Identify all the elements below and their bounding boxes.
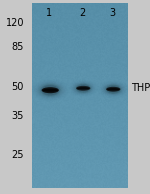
Ellipse shape [42, 87, 59, 93]
Ellipse shape [106, 85, 120, 93]
Ellipse shape [76, 84, 90, 92]
Ellipse shape [105, 85, 121, 94]
Text: 1: 1 [46, 8, 52, 18]
Ellipse shape [40, 84, 61, 96]
Ellipse shape [77, 87, 90, 89]
Ellipse shape [41, 85, 60, 96]
Ellipse shape [42, 89, 58, 92]
Text: 3: 3 [110, 8, 116, 18]
Ellipse shape [76, 86, 90, 91]
Ellipse shape [42, 85, 59, 95]
Text: THPO: THPO [131, 83, 150, 93]
Text: 50: 50 [12, 82, 24, 92]
Ellipse shape [75, 84, 91, 93]
Ellipse shape [107, 88, 120, 90]
Text: 25: 25 [12, 150, 24, 160]
Text: 35: 35 [12, 111, 24, 121]
Ellipse shape [106, 87, 120, 92]
Text: 85: 85 [12, 42, 24, 52]
Text: 120: 120 [6, 18, 24, 28]
Text: 2: 2 [79, 8, 86, 18]
